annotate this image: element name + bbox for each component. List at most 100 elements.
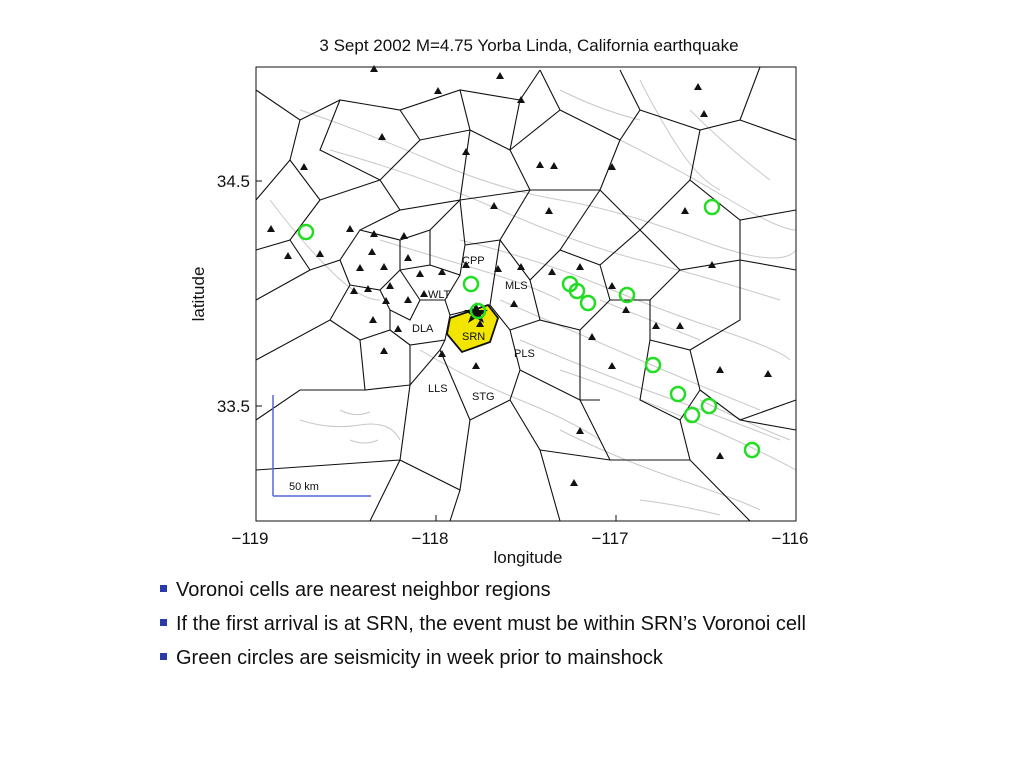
station-label-dla: DLA <box>412 323 434 335</box>
station-triangle-icon <box>494 265 502 272</box>
station-triangle-icon <box>267 225 275 232</box>
station-triangle-icon <box>694 83 702 90</box>
station-triangle-icon <box>472 362 480 369</box>
figure-title: 3 Sept 2002 M=4.75 Yorba Linda, Californ… <box>319 36 738 55</box>
seismicity-circle-icon <box>579 294 597 312</box>
station-triangle-icon <box>394 325 402 332</box>
station-triangle-icon <box>462 261 470 268</box>
station-triangle-icon <box>608 362 616 369</box>
station-triangle-icon <box>510 300 518 307</box>
station-triangle-icon <box>576 263 584 270</box>
scale-bar-label: 50 km <box>289 481 319 493</box>
x-tick-label: −117 <box>591 529 628 548</box>
station-triangle-icon <box>386 282 394 289</box>
station-label-stg: STG <box>472 391 495 403</box>
bullet-list: Voronoi cells are nearest neighbor regio… <box>157 578 877 680</box>
station-triangle-icon <box>380 263 388 270</box>
x-tick-label: −119 <box>231 529 268 548</box>
bullet-text: If the first arrival is at SRN, the even… <box>176 613 806 635</box>
seismicity-circle-icon <box>683 406 701 424</box>
x-axis-label: longitude <box>493 548 562 567</box>
station-triangle-icon <box>438 268 446 275</box>
station-triangle-icon <box>517 263 525 270</box>
seismicity-circle-icon <box>568 282 586 300</box>
bullet-square-icon <box>160 619 167 627</box>
x-tick-label: −116 <box>771 529 808 548</box>
station-triangle-icon <box>369 316 377 323</box>
station-triangle-icon <box>300 163 308 170</box>
y-axis-label: latitude <box>189 267 208 322</box>
station-triangle-icon <box>517 96 525 103</box>
x-tick-label: −118 <box>411 529 448 548</box>
seismicity-circle-icon <box>700 397 718 415</box>
seismicity-circle-icon <box>618 286 636 304</box>
station-triangle-icon <box>434 87 442 94</box>
station-triangle-icon <box>622 306 630 313</box>
station-triangle-icon <box>652 322 660 329</box>
station-triangle-icon <box>716 452 724 459</box>
seismicity-circle-icon <box>469 302 487 320</box>
station-label-cpp: CPP <box>462 255 485 267</box>
station-triangle-icon <box>350 287 358 294</box>
station-triangle-icon <box>476 320 484 327</box>
station-triangle-icon <box>681 207 689 214</box>
station-triangle-icon <box>356 264 364 271</box>
station-label-lls: LLS <box>428 383 448 395</box>
station-triangle-icon <box>536 161 544 168</box>
bullet-item: If the first arrival is at SRN, the even… <box>157 612 877 636</box>
station-triangle-icon <box>420 290 428 297</box>
station-triangle-icon <box>368 248 376 255</box>
seismicity-circle-icon <box>462 275 480 293</box>
station-label-mls: MLS <box>505 280 528 292</box>
station-triangle-icon <box>316 250 324 257</box>
map-area: CPP MLS WLT DLA SRN PLS LLS STG 50 km <box>255 65 797 522</box>
station-triangle-icon <box>608 163 616 170</box>
y-tick-label: 34.5 <box>217 172 250 191</box>
seismicity-circle-icon <box>644 356 662 374</box>
station-triangle-icon <box>490 202 498 209</box>
station-label-srn: SRN <box>462 331 485 343</box>
station-triangle-icon <box>570 479 578 486</box>
station-triangle-icon <box>700 110 708 117</box>
station-triangle-icon <box>404 296 412 303</box>
station-triangle-icon <box>548 268 556 275</box>
bullet-square-icon <box>160 653 167 661</box>
seismicity-circles <box>297 198 761 459</box>
station-triangle-icon <box>608 282 616 289</box>
station-triangle-icon <box>708 261 716 268</box>
station-triangle-icon <box>462 148 470 155</box>
station-triangle-icon <box>370 65 378 72</box>
station-markers <box>267 65 772 486</box>
bullet-text: Green circles are seismicity in week pri… <box>176 647 663 669</box>
seismicity-circle-icon <box>703 198 721 216</box>
station-triangle-icon <box>545 207 553 214</box>
bullet-square-icon <box>160 585 167 593</box>
scale-bar: 50 km <box>272 395 371 497</box>
station-triangle-icon <box>676 322 684 329</box>
station-triangle-icon <box>496 72 504 79</box>
voronoi-cell-edges <box>255 66 797 522</box>
station-triangle-icon <box>346 225 354 232</box>
station-triangle-icon <box>284 252 292 259</box>
station-label-pls: PLS <box>514 348 535 360</box>
voronoi-map-figure: 3 Sept 2002 M=4.75 Yorba Linda, Californ… <box>189 36 809 567</box>
station-triangle-icon <box>378 133 386 140</box>
station-triangle-icon <box>400 232 408 239</box>
station-triangle-icon <box>588 333 596 340</box>
station-triangle-icon <box>438 350 446 357</box>
station-triangle-icon <box>370 230 378 237</box>
station-triangle-icon <box>404 254 412 261</box>
bullet-item: Green circles are seismicity in week pri… <box>157 646 877 670</box>
seismicity-circle-icon <box>743 441 761 459</box>
station-triangle-icon <box>382 297 390 304</box>
station-triangle-icon <box>416 270 424 277</box>
srn-voronoi-cell <box>446 303 500 354</box>
seismicity-circle-icon <box>669 385 687 403</box>
station-triangle-icon <box>576 427 584 434</box>
bullet-item: Voronoi cells are nearest neighbor regio… <box>157 578 877 602</box>
station-label-wlt: WLT <box>428 289 451 301</box>
bullet-text: Voronoi cells are nearest neighbor regio… <box>176 579 551 601</box>
station-triangle-icon <box>764 370 772 377</box>
station-triangle-icon <box>550 162 558 169</box>
y-tick-label: 33.5 <box>217 397 250 416</box>
